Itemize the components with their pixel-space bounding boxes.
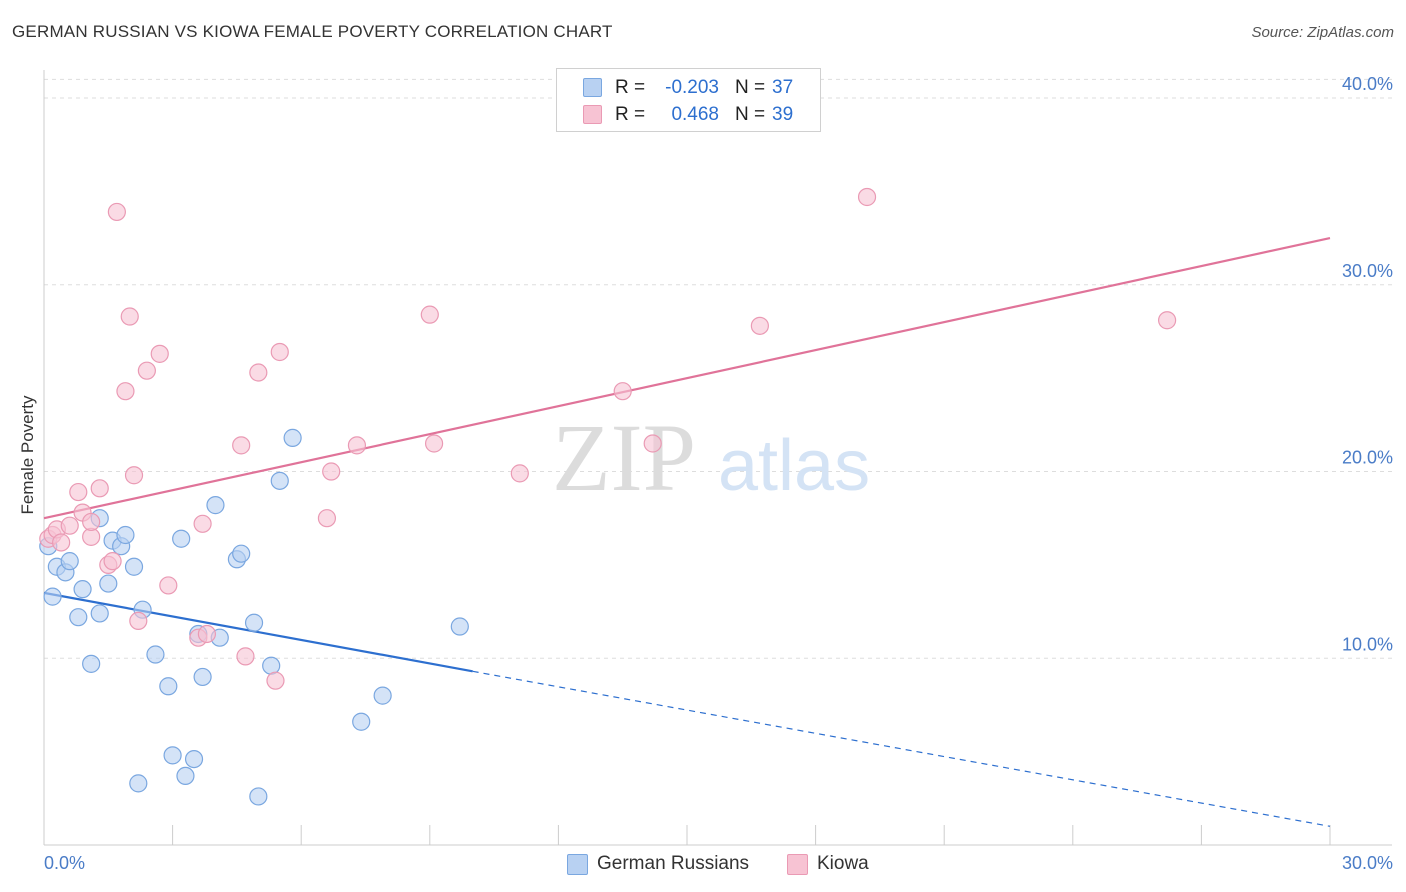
data-point-german-russians [270,471,289,490]
tick-labels: 10.0% 20.0% 30.0% 40.0% 0.0% 30.0% [44,74,1393,873]
data-point-german-russians [99,574,118,593]
data-point-german-russians [163,746,182,765]
data-point-kiowa [103,552,122,571]
data-point-german-russians [159,677,178,696]
data-point-kiowa [424,434,444,453]
stats-row-german-russians: R = -0.203 N = 37 [557,73,820,101]
data-point-kiowa [750,316,769,335]
data-point-kiowa [270,342,289,362]
data-point-german-russians [249,787,268,806]
data-point-german-russians [184,749,204,769]
data-point-german-russians [73,580,92,599]
watermark-atlas: atlas [718,426,870,506]
data-point-german-russians [232,544,251,563]
data-point-german-russians [124,557,144,576]
data-point-german-russians [373,686,392,705]
data-point-kiowa [60,516,79,535]
data-point-kiowa [420,305,439,324]
data-point-kiowa [137,361,156,380]
data-point-german-russians [244,613,264,632]
data-point-german-russians [172,529,191,548]
data-point-kiowa [236,647,255,666]
n-value: 37 [772,77,794,98]
blue-swatch-icon [583,78,602,97]
chart-title: GERMAN RUSSIAN VS KIOWA FEMALE POVERTY C… [12,22,613,41]
data-point-kiowa [197,624,216,644]
data-point-german-russians [146,645,165,664]
data-point-german-russians [129,774,148,793]
stats-row-kiowa: R = 0.468 N = 39 [557,100,820,128]
y-tick-label: 20.0% [1342,448,1393,468]
data-point-german-russians [352,712,371,731]
data-point-german-russians [262,656,281,675]
r-value: 0.468 [671,104,719,125]
data-point-kiowa [116,382,135,401]
data-point-german-russians [206,496,225,515]
x-tick-label: 0.0% [44,853,85,873]
data-point-german-russians [193,667,212,687]
pink-swatch-icon [787,854,808,875]
r-value: -0.203 [665,77,719,98]
n-value: 39 [772,104,794,125]
watermark-zip: ZIP [552,404,696,511]
data-point-german-russians [450,617,469,636]
data-point-kiowa [317,509,337,528]
data-point-german-russians [90,604,109,623]
r-label: R = [615,104,646,125]
data-point-kiowa [613,382,632,401]
data-point-kiowa [249,363,268,382]
data-point-kiowa [159,576,178,595]
data-point-kiowa [52,533,71,552]
series-legend: German Russians Kiowa [0,852,1406,878]
y-tick-label: 30.0% [1342,261,1393,281]
data-point-kiowa [1158,311,1177,330]
data-points [39,187,1177,806]
n-label: N = [735,104,766,125]
n-label: N = [735,77,766,98]
legend-label: German Russians [597,853,750,874]
pink-swatch-icon [583,105,602,124]
blue-swatch-icon [567,854,588,875]
data-point-kiowa [266,671,285,690]
watermark: ZIP atlas [552,404,870,511]
data-point-kiowa [857,187,877,207]
data-point-kiowa [90,479,109,498]
y-tick-label: 10.0% [1342,634,1393,654]
trend-line-german-russians [43,591,473,673]
data-point-german-russians [82,654,101,673]
trend-line-german-russians-extension [472,670,1331,827]
data-point-german-russians [60,552,79,571]
chart-source: Source: ZipAtlas.com [1251,24,1394,41]
data-point-kiowa [107,202,126,222]
data-point-kiowa [510,464,529,483]
trend-line-kiowa [43,236,1331,520]
data-point-german-russians [43,587,62,606]
r-label: R = [615,77,646,98]
x-tick-label: 30.0% [1342,853,1393,873]
data-point-kiowa [82,512,101,532]
data-point-kiowa [643,434,662,453]
axes [43,70,1392,846]
legend-label: Kiowa [817,853,869,874]
y-axis-label: Female Poverty [18,395,37,515]
data-point-german-russians [116,525,135,545]
stats-legend-box: R = -0.203 N = 37 R = 0.468 N = 39 [556,68,821,132]
data-point-kiowa [193,514,212,533]
data-point-german-russians [283,428,302,447]
data-point-kiowa [69,482,88,502]
trend-lines [43,236,1331,827]
data-point-german-russians [176,766,195,786]
data-point-kiowa [322,462,341,481]
data-point-kiowa [347,436,367,455]
data-point-kiowa [120,307,139,326]
data-point-kiowa [150,344,169,363]
grid-lines [44,78,1392,659]
data-point-german-russians [69,608,88,627]
data-point-kiowa [129,611,148,631]
data-point-kiowa [124,466,144,485]
data-point-kiowa [232,436,251,455]
y-tick-label: 40.0% [1342,74,1393,94]
